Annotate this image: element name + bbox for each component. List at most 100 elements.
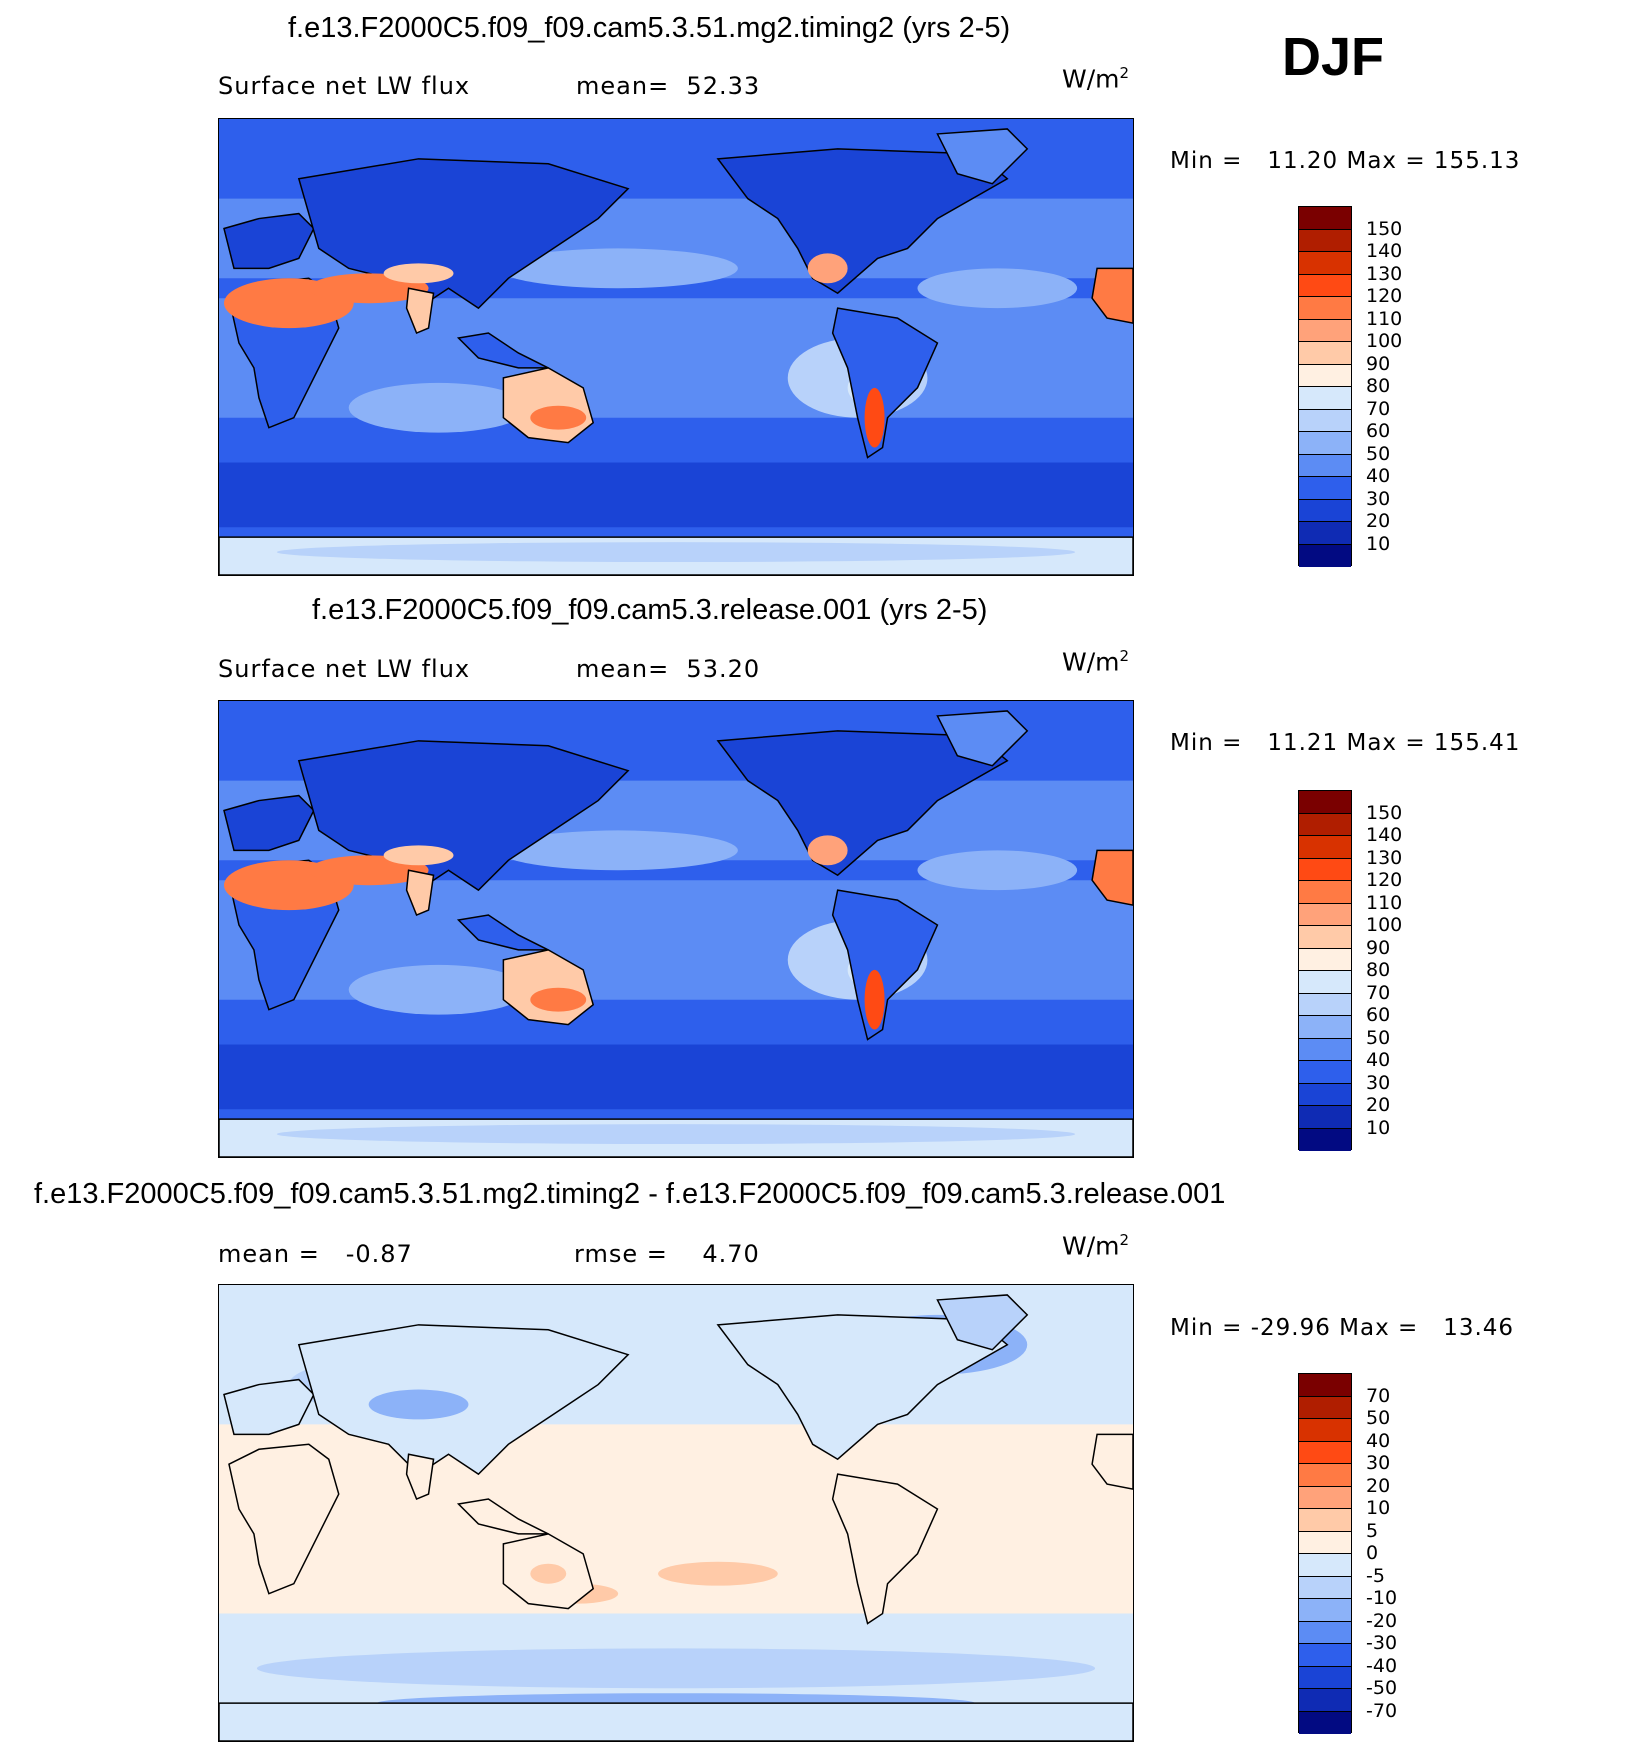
panel3-unit-text: W/m <box>1062 1231 1120 1261</box>
colorbar-swatch <box>1299 858 1351 881</box>
map-field-patch <box>807 835 848 866</box>
colorbar-swatch <box>1299 1531 1351 1554</box>
colorbar-tick-label: 5 <box>1366 1519 1379 1542</box>
map-land-india <box>405 1453 435 1501</box>
map-field-patch <box>864 969 885 1030</box>
panel3-title: f.e13.F2000C5.f09_f09.cam5.3.51.mg2.timi… <box>34 1178 1226 1210</box>
map-land-africa-east <box>1091 849 1133 906</box>
colorbar-swatch <box>1299 836 1351 859</box>
map-land-samerica <box>831 307 939 459</box>
colorbar-swatch <box>1299 499 1351 522</box>
map-field-patch <box>807 253 848 284</box>
map-field-patch <box>276 542 1076 563</box>
colorbar-swatch <box>1299 229 1351 252</box>
colorbar-swatch <box>1299 274 1351 297</box>
panel3-mean-label: mean = -0.87 <box>218 1240 413 1268</box>
panel1-unit-sup: 2 <box>1119 64 1130 82</box>
map-field-patch <box>658 1561 778 1586</box>
colorbar-swatch <box>1299 319 1351 342</box>
colorbar-swatch <box>1299 409 1351 432</box>
season-label: DJF <box>1282 27 1385 87</box>
map-land-antarctica <box>219 1702 1133 1741</box>
colorbar-swatch <box>1299 1509 1351 1532</box>
panel2-unit-sup: 2 <box>1119 647 1130 665</box>
map-field-patch <box>383 845 454 866</box>
colorbar-tick-label: 130 <box>1366 846 1403 869</box>
colorbar-tick-label: 150 <box>1366 217 1403 240</box>
colorbar-tick-label: 40 <box>1366 465 1391 487</box>
colorbar-swatch <box>1299 971 1351 994</box>
colorbar-swatch <box>1299 1441 1351 1464</box>
map-land-europe <box>223 794 315 852</box>
colorbar-swatch <box>1299 1599 1351 1622</box>
map-field-patch <box>498 248 738 289</box>
panel2-variable-label: Surface net LW flux <box>218 655 471 683</box>
map-band <box>219 462 1133 528</box>
colorbar-tick-label: 20 <box>1366 510 1391 532</box>
colorbar-tick-label: 140 <box>1366 240 1403 262</box>
colorbar-tick-label: -10 <box>1366 1587 1398 1609</box>
colorbar-tick-label: 120 <box>1366 869 1403 891</box>
colorbar-tick-label: 90 <box>1366 352 1391 375</box>
colorbar-swatch <box>1299 1644 1351 1667</box>
colorbar-tick-label: 140 <box>1366 824 1403 846</box>
map-land-africa <box>228 1443 340 1595</box>
colorbar-swatch <box>1299 903 1351 926</box>
colorbar-swatch <box>1299 454 1351 477</box>
map-land-samerica <box>831 1473 939 1625</box>
colorbar-tick-label: 50 <box>1366 442 1391 465</box>
map-land-asia <box>297 158 630 310</box>
map-band <box>219 999 1133 1060</box>
colorbar-swatch <box>1299 297 1351 320</box>
map-land-africa-east <box>1091 267 1133 324</box>
colorbar-swatch <box>1299 252 1351 275</box>
panel1-colorbar <box>1298 206 1352 567</box>
colorbar-swatch <box>1299 791 1351 814</box>
colorbar-swatch <box>1299 813 1351 836</box>
colorbar-swatch <box>1299 1486 1351 1509</box>
map-field-patch <box>256 1648 1096 1689</box>
map-field-patch <box>917 268 1078 309</box>
map-land-europe <box>223 212 315 270</box>
panel3-minmax: Min = -29.96 Max = 13.46 <box>1170 1315 1515 1341</box>
panel2-unit-text: W/m <box>1062 647 1120 677</box>
colorbar-tick-label: 80 <box>1366 959 1391 981</box>
colorbar-tick-label: 60 <box>1366 1004 1391 1026</box>
colorbar-tick-label: 50 <box>1366 1407 1391 1429</box>
colorbar-swatch <box>1299 1689 1351 1712</box>
panel3-colorbar <box>1298 1373 1352 1734</box>
colorbar-swatch <box>1299 207 1351 230</box>
colorbar-tick-label: 60 <box>1366 420 1391 442</box>
colorbar-tick-label: 80 <box>1366 375 1391 397</box>
colorbar-tick-label: 10 <box>1366 532 1391 555</box>
map-field-patch <box>383 263 454 284</box>
colorbar-swatch <box>1299 544 1351 567</box>
colorbar-tick-label: -20 <box>1366 1609 1398 1632</box>
colorbar-tick-label: 70 <box>1366 981 1391 1004</box>
colorbar-swatch <box>1299 1128 1351 1151</box>
colorbar-tick-label: 40 <box>1366 1049 1391 1071</box>
colorbar-tick-label: 30 <box>1366 1452 1391 1474</box>
colorbar-tick-label: 130 <box>1366 262 1403 285</box>
map-field-patch <box>368 1389 469 1420</box>
panel2-mean-label: mean= 53.20 <box>576 655 761 683</box>
panel1-minmax: Min = 11.20 Max = 155.13 <box>1170 148 1521 174</box>
map-field-patch <box>917 850 1078 891</box>
colorbar-tick-label: -70 <box>1366 1699 1398 1722</box>
colorbar-swatch <box>1299 1038 1351 1061</box>
colorbar-tick-label: 30 <box>1366 1071 1391 1094</box>
colorbar-swatch <box>1299 1083 1351 1106</box>
map-land-india <box>405 287 435 335</box>
panel1-unit-text: W/m <box>1062 64 1120 94</box>
colorbar-tick-label: 100 <box>1366 330 1403 352</box>
colorbar-tick-label: 90 <box>1366 936 1391 959</box>
map-field-patch <box>348 382 529 433</box>
panel2-unit: W/m2 <box>1062 647 1129 676</box>
colorbar-swatch <box>1299 432 1351 455</box>
map-land-greenland <box>936 1294 1029 1351</box>
colorbar-swatch <box>1299 522 1351 545</box>
colorbar-tick-label: -50 <box>1366 1677 1398 1699</box>
colorbar-tick-label: 100 <box>1366 914 1403 936</box>
map-field-patch <box>530 987 587 1012</box>
colorbar-swatch <box>1299 926 1351 949</box>
